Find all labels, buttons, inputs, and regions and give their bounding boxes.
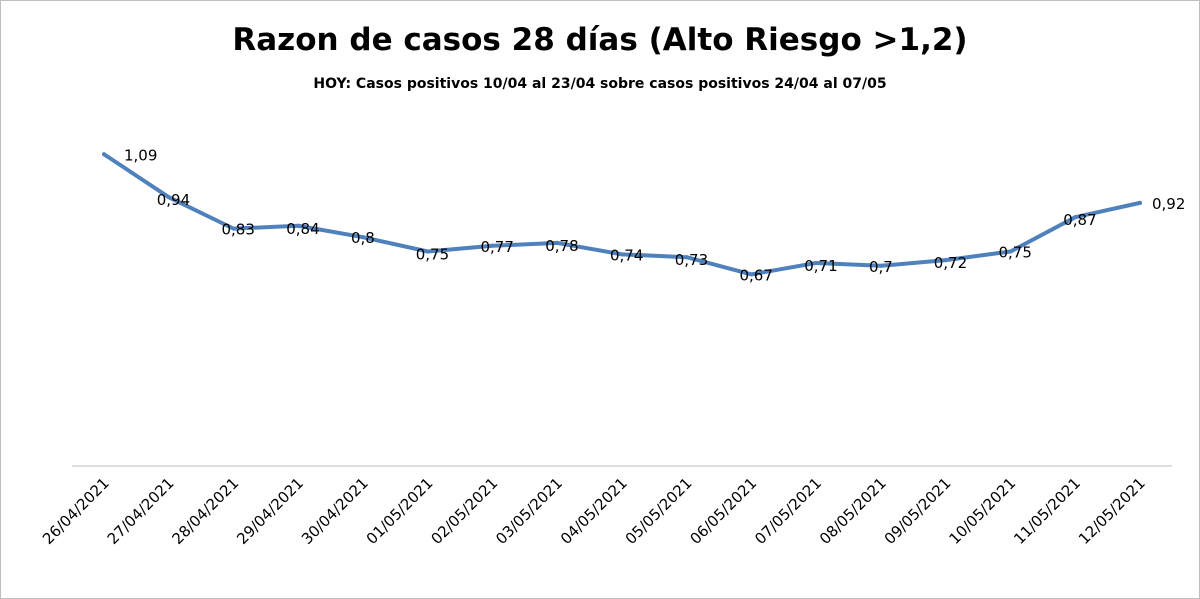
- x-tick-label: 10/05/2021: [945, 474, 1019, 548]
- data-point: [814, 260, 819, 265]
- data-label: 0,74: [610, 246, 643, 264]
- data-label: 0,7: [869, 258, 893, 276]
- data-label: 0,87: [1063, 211, 1096, 229]
- x-tick-label: 06/05/2021: [686, 474, 760, 548]
- data-point: [620, 252, 624, 257]
- data-label: 0,78: [545, 237, 578, 255]
- data-point: [425, 249, 430, 254]
- data-label: 0,73: [675, 251, 708, 269]
- data-point: [1008, 249, 1013, 254]
- data-point: [749, 272, 754, 277]
- x-tick-label: 28/04/2021: [168, 474, 242, 548]
- chart-title: Razon de casos 28 días (Alto Riesgo >1,2…: [232, 22, 968, 58]
- data-label: 0,77: [481, 238, 514, 256]
- x-tick-label: 02/05/2021: [427, 474, 501, 548]
- data-point: [684, 255, 689, 260]
- data-label: 0,72: [934, 254, 967, 272]
- data-point: [166, 195, 171, 200]
- data-point: [231, 226, 236, 231]
- data-label: 0,94: [157, 191, 190, 209]
- x-tick-label: 03/05/2021: [492, 474, 566, 548]
- x-tick-label: 12/05/2021: [1075, 474, 1149, 548]
- data-point: [879, 263, 883, 268]
- x-tick-label: 08/05/2021: [816, 474, 890, 548]
- data-point: [555, 240, 560, 245]
- data-label: 0,8: [351, 229, 375, 247]
- chart-subtitle: HOY: Casos positivos 10/04 al 23/04 sobr…: [313, 76, 887, 92]
- x-tick-label: 05/05/2021: [622, 474, 696, 548]
- x-tick-label: 27/04/2021: [104, 474, 178, 548]
- data-label: 0,75: [416, 246, 449, 264]
- x-tick-label: 07/05/2021: [751, 474, 825, 548]
- data-label: 0,67: [740, 266, 773, 284]
- data-point: [1138, 200, 1142, 205]
- data-point: [943, 258, 948, 263]
- data-point: [490, 243, 495, 248]
- x-tick-label: 11/05/2021: [1010, 474, 1084, 548]
- data-label: 1,09: [124, 146, 157, 164]
- data-label: 0,75: [999, 244, 1032, 262]
- x-tick-label: 01/05/2021: [363, 474, 437, 548]
- data-label: 0,71: [804, 257, 837, 275]
- data-label: 0,84: [286, 220, 319, 238]
- data-label: 0,83: [222, 221, 255, 239]
- x-tick-label: 29/04/2021: [233, 474, 307, 548]
- data-label: 0,92: [1152, 195, 1185, 213]
- x-tick-label: 09/05/2021: [881, 474, 955, 548]
- data-point: [296, 223, 301, 228]
- x-tick-label: 26/04/2021: [39, 474, 113, 548]
- x-tick-label: 30/04/2021: [298, 474, 372, 548]
- data-point: [361, 235, 365, 240]
- data-point: [1073, 215, 1078, 220]
- x-tick-label: 04/05/2021: [557, 474, 631, 548]
- data-point: [102, 152, 106, 157]
